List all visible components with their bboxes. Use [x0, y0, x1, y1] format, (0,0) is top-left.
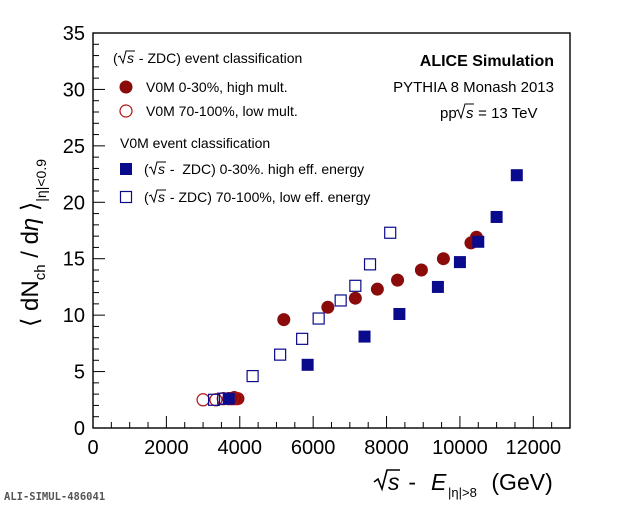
x-axis-label: s - E |η|>8 (GeV): [373, 469, 553, 500]
data-point-series-3: [363, 258, 377, 271]
x-tick-label: 12000: [505, 437, 561, 459]
legend-label-zdc-high-s: s: [158, 161, 165, 177]
y-tick-label: 0: [74, 418, 85, 440]
x-tick-label: 2000: [144, 437, 189, 459]
sqrt-symbol-legend-3: [148, 161, 166, 176]
y-label-open: ⟨: [17, 318, 44, 327]
data-point-series-0: [348, 291, 362, 305]
data-point-series-2: [510, 169, 523, 182]
y-label-text: ⟨ dNch / dη ⟩|η|<0.9: [17, 159, 49, 327]
y-axis-label: ⟨ dNch / dη ⟩|η|<0.9: [17, 159, 49, 327]
annotation-generator: PYTHIA 8 Monash 2013: [393, 79, 554, 96]
legend-header-2: V0M event classification: [120, 135, 270, 151]
legend-label-v0m-high: V0M 0-30%, high mult.: [146, 79, 288, 95]
legend-marker-filled-square: [120, 163, 132, 175]
x-tick-label: 6000: [291, 437, 336, 459]
watermark-id: ALI-SIMUL-486041: [4, 491, 105, 503]
x-tick-label: 10000: [432, 437, 488, 459]
annotation-energy: pp s = 13 TeV: [440, 103, 538, 122]
data-point-series-2: [393, 308, 406, 321]
legend-marker-open-square: [119, 190, 133, 204]
data-point-series-0: [321, 300, 335, 314]
legend-entry-zdc-low: ( s - ZDC) 70-100%, low eff. energy: [119, 189, 370, 205]
legend-header-1-post: - ZDC) event classification: [135, 50, 302, 66]
data-point-series-3: [296, 332, 309, 345]
data-point-series-3: [274, 348, 287, 361]
legend-entry-zdc-high: ( s - ZDC) 0-30%. high eff. energy: [120, 161, 364, 177]
sqrt-symbol-energy: [455, 103, 474, 120]
y-label-slash: / d: [17, 231, 44, 264]
y-tick-label: 15: [63, 249, 85, 271]
x-label-s: s: [388, 469, 400, 495]
y-label-ch: ch: [32, 264, 49, 280]
data-point-series-2: [301, 358, 314, 371]
data-point-series-2: [490, 210, 503, 223]
data-point-series-0: [414, 263, 428, 277]
data-point-series-0: [391, 273, 405, 287]
legend-header-1-pre: (: [113, 50, 118, 66]
legend-label-zdc-low-s: s: [158, 189, 165, 205]
annotation-energy-s: s: [466, 105, 474, 122]
legend-label-zdc-low-pre: (: [144, 189, 149, 205]
legend-entry-v0m-high: V0M 0-30%, high mult.: [119, 79, 288, 95]
x-label-minus: -: [402, 469, 422, 495]
legend-label-zdc-high-pre: (: [144, 161, 149, 177]
y-axis-ticks: 0 5 10 15 20 25 30 35: [63, 23, 105, 440]
legend-label-zdc-high-post: - ZDC) 0-30%. high eff. energy: [166, 161, 364, 177]
data-point-series-3: [349, 279, 362, 292]
legend-marker-filled-circle: [119, 80, 133, 94]
y-tick-label: 30: [63, 79, 85, 101]
legend-entry-v0m-low: V0M 70-100%, low mult.: [119, 103, 298, 119]
sqrt-symbol-legend-1: [117, 50, 135, 65]
y-tick-label: 35: [63, 23, 85, 45]
data-point-series-3: [207, 393, 221, 406]
x-label-subscript: |η|>8: [448, 485, 477, 500]
data-point-series-3: [384, 226, 397, 239]
x-tick-label: 0: [87, 437, 98, 459]
data-point-series-3: [217, 392, 230, 405]
y-label-subscript: |η|<0.9: [33, 159, 49, 202]
x-label-E: E: [431, 469, 447, 495]
x-tick-label: 4000: [218, 437, 263, 459]
y-tick-label: 10: [63, 305, 85, 327]
y-label-dN: dN: [17, 280, 44, 311]
legend-label-zdc-low-post: - ZDC) 70-100%, low eff. energy: [166, 189, 370, 205]
x-axis-ticks: 0 2000 4000 6000 8000 10000 12000: [87, 416, 571, 459]
legend-label-v0m-low: V0M 70-100%, low mult.: [146, 103, 298, 119]
data-point-series-3: [312, 312, 325, 325]
sqrt-symbol-x: [373, 469, 400, 492]
data-point-series-0: [277, 313, 291, 327]
x-label-unit: (GeV): [485, 469, 553, 495]
sqrt-symbol-legend-4: [148, 189, 166, 204]
y-tick-label: 25: [63, 136, 85, 158]
legend-marker-open-circle: [119, 104, 133, 118]
y-label-eta: η: [17, 218, 44, 231]
annotation-energy-post: = 13 TeV: [474, 105, 538, 122]
data-point-series-0: [436, 252, 450, 266]
y-label-close: ⟩: [17, 202, 44, 211]
data-point-series-1: [196, 393, 210, 407]
data-point-series-2: [358, 330, 371, 343]
data-points: [196, 169, 523, 407]
annotation-energy-pre: pp: [440, 105, 461, 122]
data-point-series-0: [370, 282, 384, 296]
legend-header-1-s: s: [127, 50, 134, 66]
y-tick-label: 20: [63, 192, 85, 214]
data-point-series-2: [472, 235, 485, 248]
y-tick-label: 5: [74, 362, 85, 384]
data-point-series-3: [334, 294, 347, 307]
x-tick-label: 8000: [364, 437, 409, 459]
annotation-title: ALICE Simulation: [420, 53, 554, 70]
data-point-series-3: [246, 369, 259, 383]
legend-header-1: ( s - ZDC) event classification: [113, 50, 302, 66]
data-point-series-2: [431, 280, 444, 293]
data-point-series-2: [453, 256, 466, 269]
